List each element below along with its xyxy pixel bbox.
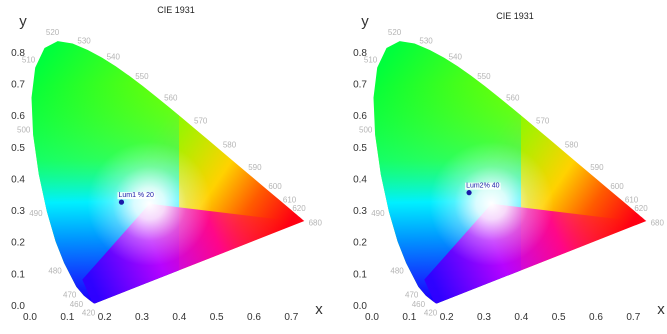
y-tick-label: 0.6 — [11, 111, 25, 122]
wavelength-label: 600 — [268, 182, 282, 191]
x-tick-label: 0.1 — [60, 312, 74, 323]
wavelength-label: 520 — [46, 28, 60, 37]
wavelength-label: 480 — [48, 266, 62, 275]
x-tick-label: 0.5 — [210, 312, 224, 323]
measurement-label: Lum2% 40 — [466, 183, 500, 190]
y-tick-label: 0.1 — [11, 269, 25, 280]
wavelength-label: 420 — [424, 308, 438, 317]
wavelength-label: 470 — [405, 291, 419, 300]
wavelength-label: 600 — [610, 182, 624, 191]
x-tick-label: 0.5 — [552, 312, 566, 323]
cie-panel-2: CIE 1931 y x 0.0 0.1 0.2 0.3 0.4 0.5 0.6 0.7 0.0 0.1… — [353, 11, 665, 323]
y-tick-label: 0.5 — [11, 143, 25, 154]
wavelength-label: 490 — [371, 209, 385, 218]
wavelength-label: 470 — [63, 291, 77, 300]
x-tick-label: 0.1 — [402, 312, 416, 323]
wavelength-label: 560 — [506, 94, 520, 103]
wavelength-label: 570 — [536, 116, 550, 125]
wavelength-label: 510 — [364, 56, 378, 65]
y-tick-label: 0.3 — [11, 206, 25, 217]
x-tick-label: 0.6 — [589, 312, 603, 323]
x-tick-label: 0.6 — [247, 312, 261, 323]
wavelength-label: 550 — [477, 72, 491, 81]
y-tick-label: 0.4 — [353, 174, 367, 185]
chart-title: CIE 1931 — [496, 11, 534, 21]
wavelength-label: 580 — [223, 140, 237, 149]
x-tick-label: 0.3 — [477, 312, 491, 323]
wavelength-label: 540 — [107, 53, 121, 62]
measurement-label-bg — [465, 182, 501, 190]
chromaticity-gamut-fill — [373, 41, 647, 304]
wavelength-label: 490 — [29, 209, 43, 218]
wavelength-label: 460 — [70, 300, 84, 309]
x-tick-label: 0.0 — [365, 312, 379, 323]
wavelength-label: 570 — [194, 116, 208, 125]
y-tick-label: 0.0 — [353, 301, 367, 312]
y-tick-label: 0.1 — [353, 269, 367, 280]
x-tick-label: 0.2 — [98, 312, 112, 323]
measurement-point — [466, 190, 472, 196]
wavelength-label: 590 — [248, 163, 262, 172]
y-tick-label: 0.6 — [353, 111, 367, 122]
chromaticity-gamut-fill — [31, 41, 305, 304]
wavelength-label: 460 — [412, 300, 426, 309]
x-tick-label: 0.4 — [172, 312, 186, 323]
y-axis-label: y — [361, 13, 369, 30]
cie-panel-1: CIE 1931 y x 0.0 0.1 0.2 0.3 0.4 0.5 0.6 0.7 0.0 0.1… — [11, 5, 323, 323]
x-tick-label: 0.2 — [440, 312, 454, 323]
y-tick-label: 0.7 — [353, 79, 367, 90]
wavelength-label: 590 — [590, 163, 604, 172]
wavelength-label: 540 — [449, 53, 463, 62]
y-tick-label: 0.0 — [11, 301, 25, 312]
x-axis-label: x — [315, 301, 323, 318]
y-axis-label: y — [19, 13, 27, 30]
wavelength-label: 500 — [17, 125, 31, 134]
wavelength-label: 620 — [292, 204, 306, 213]
y-tick-label: 0.5 — [353, 143, 367, 154]
x-tick-label: 0.7 — [626, 312, 640, 323]
x-tick-label: 0.3 — [135, 312, 149, 323]
wavelength-label: 620 — [634, 204, 648, 213]
y-tick-label: 0.4 — [11, 174, 25, 185]
wavelength-label: 680 — [309, 219, 323, 228]
measurement-label: Lum1 % 20 — [118, 192, 154, 199]
x-tick-label: 0.7 — [284, 312, 298, 323]
measurement-point — [118, 199, 125, 205]
wavelength-label: 530 — [77, 37, 91, 46]
x-axis-label: x — [657, 301, 665, 318]
wavelength-label: 520 — [388, 28, 402, 37]
wavelength-label: 510 — [22, 56, 36, 65]
measurement-label-bg — [117, 192, 155, 200]
y-tick-label: 0.2 — [353, 238, 367, 249]
y-tick-label: 0.8 — [353, 48, 367, 59]
wavelength-label: 480 — [390, 266, 404, 275]
wavelength-label: 610 — [625, 196, 639, 205]
y-tick-label: 0.3 — [353, 206, 367, 217]
x-tick-label: 0.4 — [514, 312, 528, 323]
y-tick-label: 0.7 — [11, 79, 25, 90]
wavelength-label: 610 — [283, 196, 297, 205]
wavelength-label: 580 — [565, 140, 579, 149]
y-tick-label: 0.2 — [11, 238, 25, 249]
wavelength-label: 680 — [651, 219, 665, 228]
wavelength-label: 530 — [419, 37, 433, 46]
x-tick-label: 0.0 — [23, 312, 37, 323]
wavelength-label: 550 — [135, 72, 149, 81]
chart-title: CIE 1931 — [157, 5, 195, 15]
wavelength-label: 420 — [82, 308, 96, 317]
wavelength-label: 560 — [164, 94, 178, 103]
wavelength-label: 500 — [359, 125, 373, 134]
y-tick-label: 0.8 — [11, 48, 25, 59]
